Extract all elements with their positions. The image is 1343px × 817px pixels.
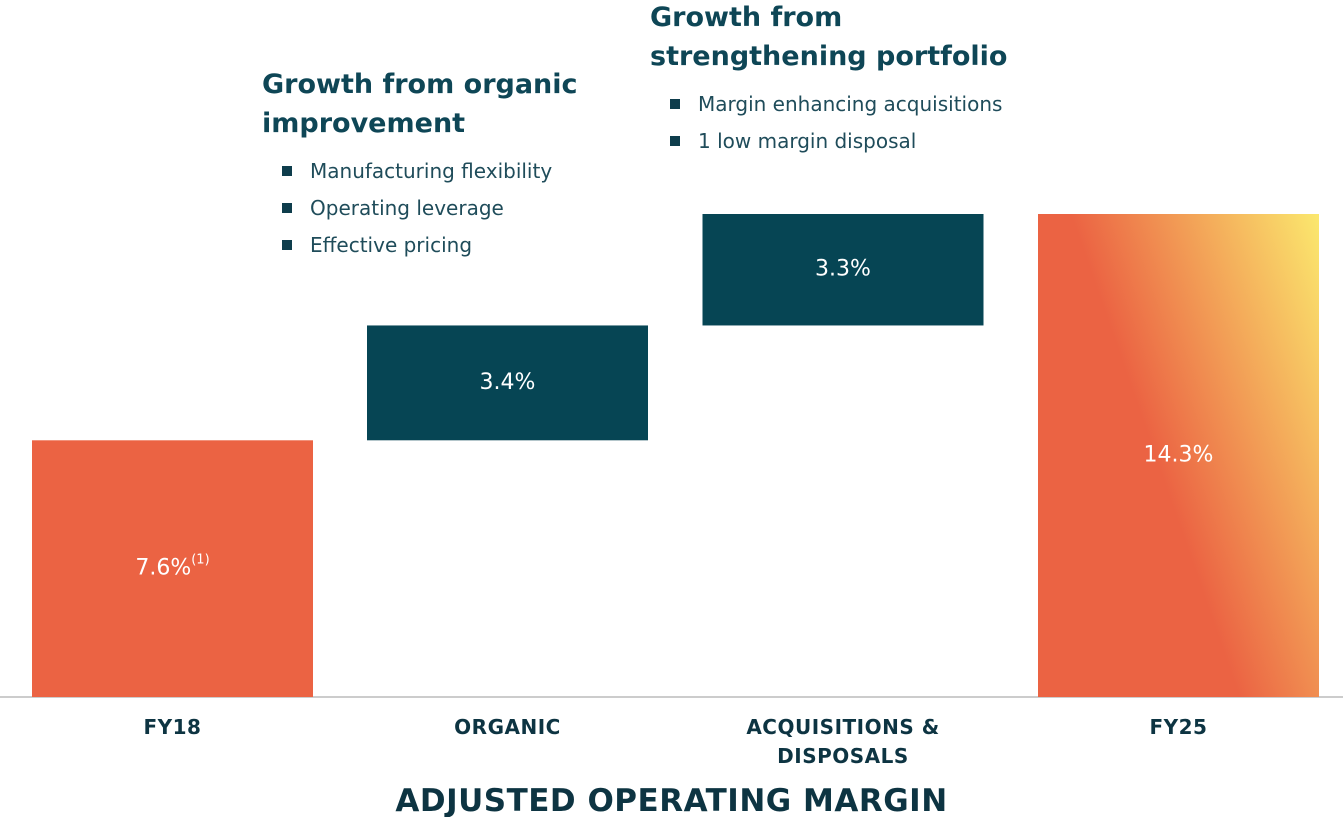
bullet-list: Manufacturing flexibility Operating lever… xyxy=(282,153,578,264)
bar xyxy=(702,214,984,326)
bullet: Effective pricing xyxy=(282,227,578,264)
value-label: 7.6% xyxy=(135,556,191,581)
x-tick-label: FY18 xyxy=(143,715,202,739)
bullet: Manufacturing flexibility xyxy=(282,153,578,190)
value-label: 14.3% xyxy=(1144,443,1214,468)
x-tick-label: ORGANIC xyxy=(454,715,561,739)
bullet: 1 low margin disposal xyxy=(670,123,1007,160)
x-tick-label: ACQUISITIONS & DISPOSALS xyxy=(746,715,940,768)
annotation-title: Growth from strengthening portfolio xyxy=(650,0,1007,76)
annotation-title-line: improvement xyxy=(262,108,466,139)
value-label-group: 3.3% xyxy=(815,257,871,282)
annotation: Growth from organic improvement Manufactur… xyxy=(262,65,578,264)
value-label-superscript: (1) xyxy=(191,552,209,567)
chart-title: ADJUSTED OPERATING MARGIN xyxy=(395,783,948,817)
bullet: Margin enhancing acquisitions xyxy=(670,86,1007,123)
x-tick-label: FY25 xyxy=(1149,715,1208,739)
bullet-list: Margin enhancing acquisitions 1 low margi… xyxy=(670,86,1007,160)
value-label-group: 7.6%(1) xyxy=(135,552,209,581)
value-label: 3.4% xyxy=(480,370,536,395)
annotation: Growth from strengthening portfolio Margin… xyxy=(650,0,1007,160)
annotation-title-line: Growth from xyxy=(650,2,843,33)
value-label-group: 3.4% xyxy=(480,370,536,395)
bar xyxy=(367,325,648,441)
value-label: 3.3% xyxy=(815,257,871,282)
bar xyxy=(32,440,313,697)
value-label-group: 14.3% xyxy=(1144,443,1214,468)
bar xyxy=(1038,214,1319,697)
bullet: Operating leverage xyxy=(282,190,578,227)
annotation-title-line: Growth from organic xyxy=(262,69,578,100)
annotation-title: Growth from organic improvement xyxy=(262,65,578,143)
annotation-title-line: strengthening portfolio xyxy=(650,41,1008,72)
